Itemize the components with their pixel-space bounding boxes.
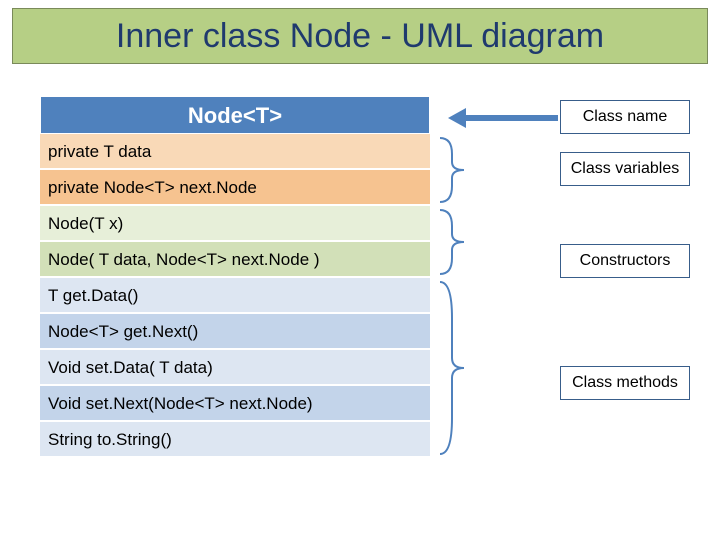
- uml-method-row: Void set.Next(Node<T> next.Node): [40, 386, 430, 422]
- uml-constructor-row: Node( T data, Node<T> next.Node ): [40, 242, 430, 278]
- label-class-variables: Class variables: [560, 152, 690, 186]
- uml-method-row: String to.String(): [40, 422, 430, 458]
- uml-variable-row: private Node<T> next.Node: [40, 170, 430, 206]
- label-class-methods: Class methods: [560, 366, 690, 400]
- arrow-class-name: [448, 108, 558, 128]
- uml-variable-row: private T data: [40, 134, 430, 170]
- uml-constructor-row: Node(T x): [40, 206, 430, 242]
- brace-constructors: [438, 206, 478, 278]
- label-class-name: Class name: [560, 100, 690, 134]
- brace-methods: [438, 278, 478, 458]
- uml-class-name: Node<T>: [40, 96, 430, 134]
- uml-class-box: Node<T> private T data private Node<T> n…: [40, 96, 430, 458]
- label-constructors: Constructors: [560, 244, 690, 278]
- uml-method-row: Node<T> get.Next(): [40, 314, 430, 350]
- brace-variables: [438, 134, 478, 206]
- uml-method-row: Void set.Data( T data): [40, 350, 430, 386]
- uml-method-row: T get.Data(): [40, 278, 430, 314]
- page-title: Inner class Node - UML diagram: [12, 8, 708, 64]
